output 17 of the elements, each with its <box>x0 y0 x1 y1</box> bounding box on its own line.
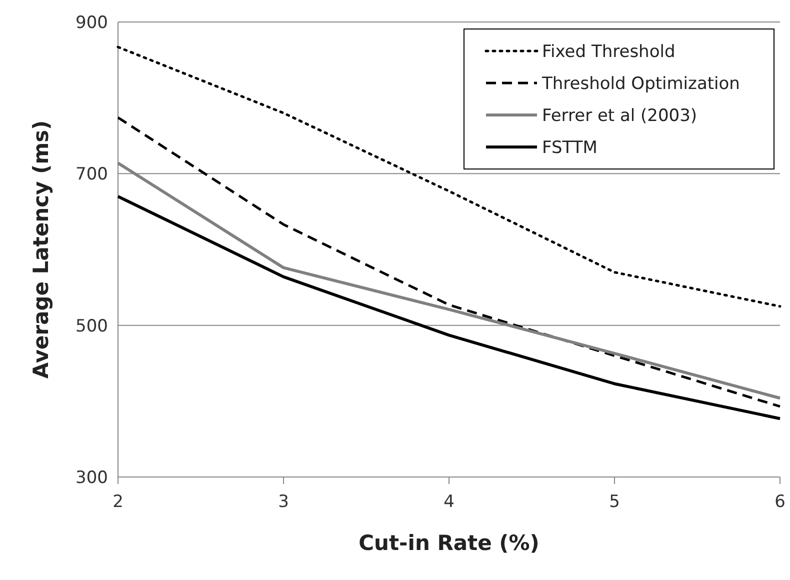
x-tick-label: 2 <box>112 492 124 512</box>
y-tick-label: 900 <box>76 13 108 33</box>
y-tick-label: 300 <box>76 468 108 488</box>
legend-label: FSTTM <box>542 138 598 158</box>
x-tick-label: 4 <box>444 492 454 512</box>
x-axis-title: Cut-in Rate (%) <box>358 531 540 555</box>
y-tick-label: 500 <box>76 316 108 336</box>
x-tick-label: 3 <box>278 492 289 512</box>
legend-label: Ferrer et al (2003) <box>542 106 698 126</box>
legend-label: Threshold Optimization <box>541 74 740 94</box>
y-tick-label: 700 <box>76 164 108 185</box>
legend-label: Fixed Threshold <box>542 42 676 62</box>
x-tick-label: 6 <box>774 492 786 512</box>
line-series <box>116 194 782 420</box>
y-axis-title: Average Latency (ms) <box>29 120 53 379</box>
x-tick-label: 5 <box>609 492 620 512</box>
line-series <box>116 46 782 308</box>
